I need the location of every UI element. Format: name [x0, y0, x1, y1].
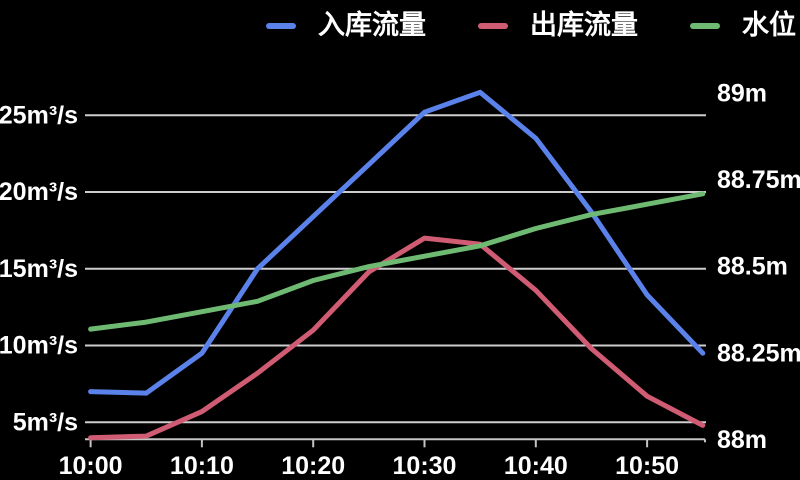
legend-item-level[interactable]: 水位: [690, 12, 796, 39]
y-right-tick-label: 89m: [717, 79, 767, 107]
y-right-tick-label: 88.75m: [717, 166, 800, 194]
y-right-tick-label: 88.5m: [717, 253, 788, 281]
y-left-tick-label: 25m³/s: [0, 101, 78, 129]
x-tick-label: 10:20: [281, 452, 345, 480]
legend-label-inflow: 入库流量: [318, 10, 426, 40]
x-tick-label: 10:30: [393, 452, 457, 480]
level-line[interactable]: [88, 191, 706, 332]
legend-item-outflow[interactable]: 出库流量: [478, 12, 638, 39]
y-right-tick-label: 88m: [717, 426, 767, 454]
y-right-tick-label: 88.25m: [717, 339, 800, 367]
x-tick-label: 10:10: [170, 452, 234, 480]
inflow-line[interactable]: [88, 89, 706, 396]
inflow-line-swatch-icon: [266, 22, 296, 29]
y-left-tick-label: 5m³/s: [13, 408, 78, 436]
chart-legend: 入库流量 出库流量 水位: [266, 12, 796, 39]
x-tick-label: 10:50: [615, 452, 679, 480]
y-left-tick-label: 10m³/s: [0, 332, 78, 360]
x-tick-label: 10:00: [59, 452, 123, 480]
legend-item-inflow[interactable]: 入库流量: [266, 12, 426, 39]
legend-label-level: 水位: [742, 10, 796, 40]
legend-label-outflow: 出库流量: [530, 10, 638, 40]
outflow-line-swatch-icon: [478, 22, 508, 29]
outflow-line[interactable]: [88, 235, 706, 441]
x-tick-label: 10:40: [504, 452, 568, 480]
level-line-swatch-icon: [690, 22, 720, 29]
y-left-tick-label: 15m³/s: [0, 255, 78, 283]
y-left-tick-label: 20m³/s: [0, 178, 78, 206]
